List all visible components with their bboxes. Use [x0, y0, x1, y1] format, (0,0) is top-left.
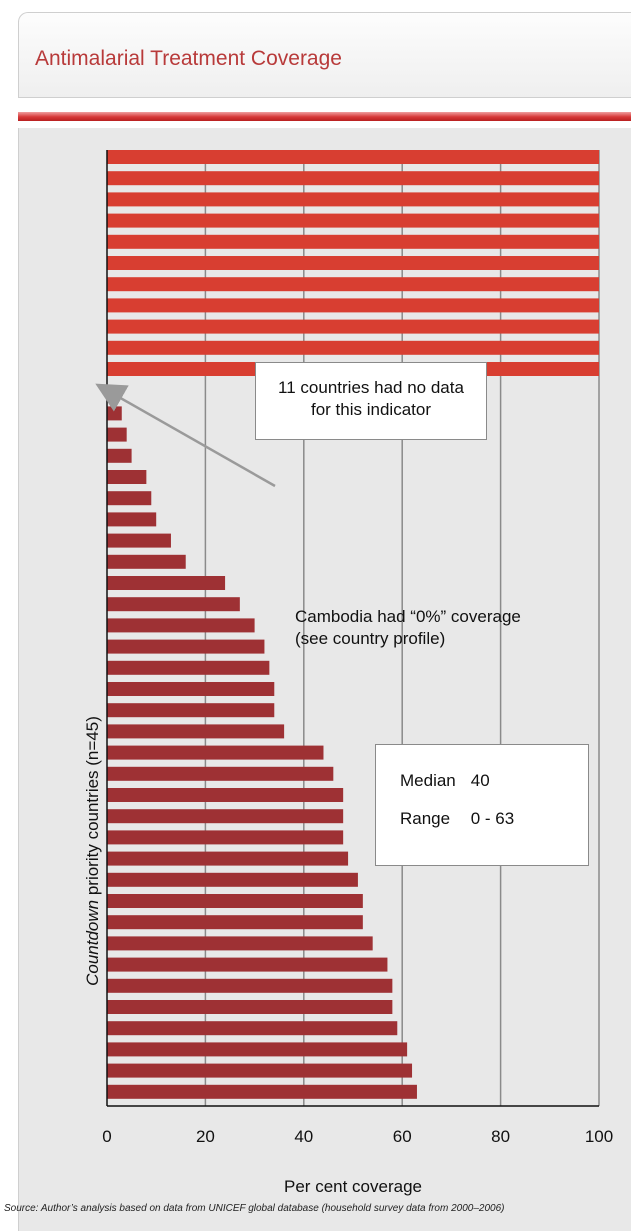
coverage-bar: [107, 915, 363, 930]
cambodia-annotation: Cambodia had “0%” coverage (see country …: [295, 606, 521, 650]
coverage-bar: [107, 427, 127, 442]
no-data-bar: [107, 319, 599, 334]
no-data-bar: [107, 150, 599, 164]
y-axis-label-rest: priority countries (n=45): [83, 716, 102, 900]
coverage-bar: [107, 1042, 408, 1057]
coverage-bar: [107, 682, 275, 696]
range-value: 0 - 63: [470, 809, 515, 828]
median-value: 40: [470, 771, 490, 790]
x-tick-label: 100: [585, 1127, 613, 1146]
x-axis-label: Per cent coverage: [284, 1177, 422, 1196]
y-axis-label-italic: Countdown: [83, 899, 102, 986]
coverage-bar: [107, 1063, 413, 1078]
coverage-bar: [107, 554, 186, 569]
coverage-bar: [107, 1084, 417, 1099]
coverage-bar: [107, 576, 226, 590]
coverage-bar: [107, 851, 349, 866]
coverage-bar: [107, 660, 270, 675]
header-divider: [18, 112, 631, 121]
coverage-bar: [107, 978, 393, 993]
stats-callout: Median 40 Range 0 - 63: [375, 744, 589, 866]
range-label: Range: [400, 809, 451, 828]
no-data-bar: [107, 171, 599, 186]
coverage-bar: [107, 1021, 398, 1036]
chart-title: Antimalarial Treatment Coverage: [35, 47, 342, 70]
chart-panel: 0 20 40 60 80 100 Per cent coverage 11 countri…: [18, 128, 631, 1231]
cambodia-annotation-line1: Cambodia had “0%” coverage: [295, 607, 521, 626]
coverage-bar: [107, 745, 324, 760]
x-tick-label: 60: [393, 1127, 412, 1146]
no-data-bar: [107, 192, 599, 207]
coverage-bar: [107, 406, 122, 421]
coverage-bar: [107, 936, 373, 951]
source-note: Source: Author’s analysis based on data …: [4, 1203, 505, 1214]
no-data-bar: [107, 298, 599, 313]
range-row: Range 0 - 63: [400, 809, 588, 847]
bar-chart: 0 20 40 60 80 100 Per cent coverage: [95, 150, 613, 1196]
median-label: Median: [400, 771, 456, 790]
coverage-bar: [107, 1000, 393, 1014]
coverage-bar: [107, 448, 132, 463]
x-tick-label: 0: [102, 1127, 111, 1146]
cambodia-arrow: [95, 383, 276, 488]
no-data-bar: [107, 234, 599, 249]
no-data-bar: [107, 340, 599, 355]
no-data-bar: [107, 213, 599, 228]
coverage-bar: [107, 724, 285, 739]
median-row: Median 40: [400, 771, 588, 809]
coverage-bar: [107, 618, 255, 633]
coverage-bar: [107, 597, 240, 612]
coverage-bar: [107, 957, 388, 972]
y-axis-label: Countdown priority countries (n=45): [83, 716, 103, 986]
cambodia-annotation-line2: (see country profile): [295, 629, 446, 648]
coverage-bar: [107, 639, 265, 654]
coverage-bar: [107, 512, 157, 527]
coverage-bar: [107, 703, 275, 718]
no-data-bar: [107, 277, 599, 292]
coverage-bar: [107, 788, 344, 802]
coverage-bar: [107, 830, 344, 845]
coverage-bar: [107, 894, 363, 908]
no-data-bar: [107, 256, 599, 270]
x-tick-label: 20: [196, 1127, 215, 1146]
x-tick-label: 80: [491, 1127, 510, 1146]
x-tick-label: 40: [294, 1127, 313, 1146]
coverage-bar: [107, 470, 147, 484]
coverage-bar: [107, 491, 152, 506]
no-data-callout: 11 countries had no data for this indica…: [255, 362, 487, 440]
coverage-bar: [107, 809, 344, 824]
chart-header: Antimalarial Treatment Coverage: [18, 12, 631, 98]
coverage-bar: [107, 766, 334, 781]
coverage-bar: [107, 533, 171, 548]
coverage-bar: [107, 872, 358, 887]
